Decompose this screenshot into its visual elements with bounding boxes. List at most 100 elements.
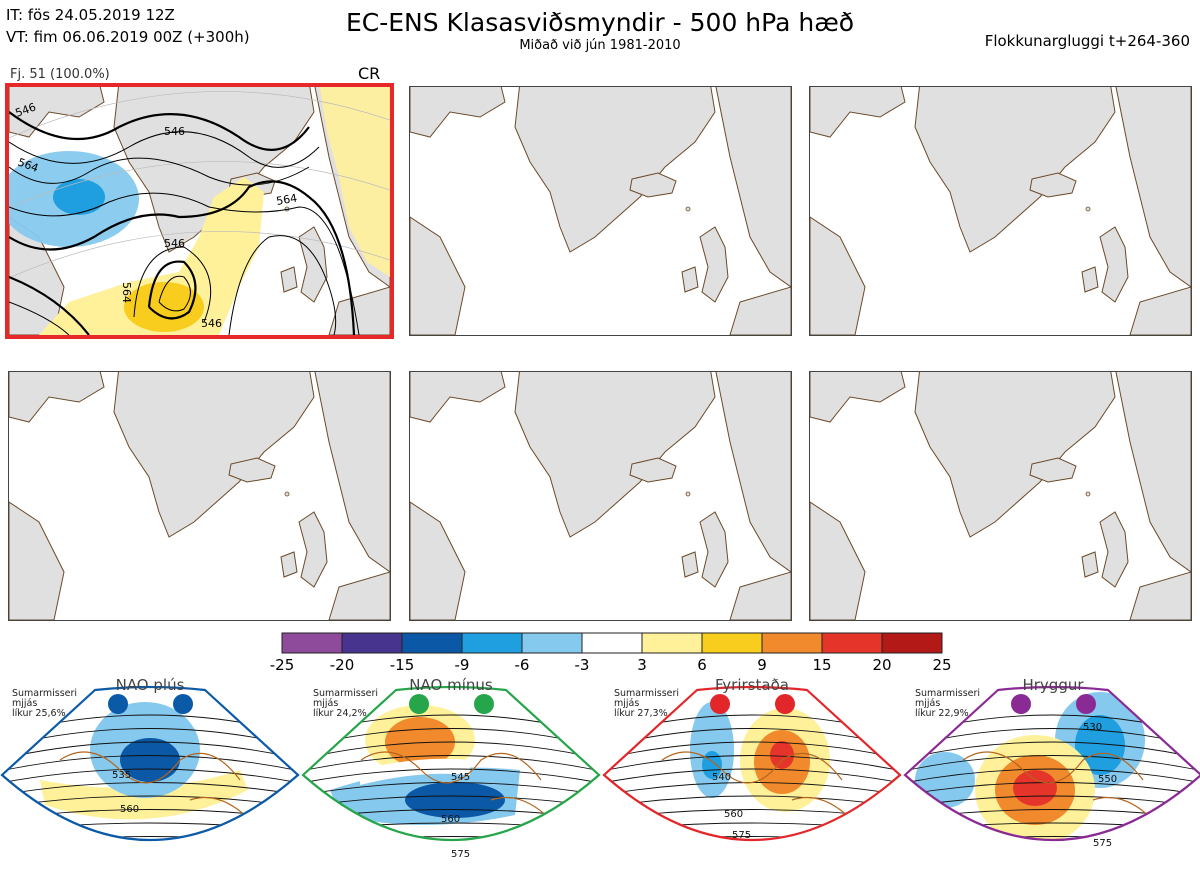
height-contour xyxy=(9,131,320,168)
regime-fan: 540 560 575 xyxy=(602,685,902,842)
europe-land xyxy=(729,571,791,620)
regime-contour xyxy=(905,768,1200,784)
faroe-land xyxy=(1085,491,1091,497)
regime-panel-2: 545 560 575 NAO mínus Sumarmisseri mjjás líkur… xyxy=(301,676,601,871)
colorbar-tick-label: 3 xyxy=(637,656,647,674)
canada-land xyxy=(410,372,506,423)
regime-marker xyxy=(173,694,193,714)
anomaly-shade xyxy=(385,717,455,767)
height-contour-major xyxy=(9,111,310,151)
map-canvas xyxy=(9,372,390,620)
regime-contour-label: 535 xyxy=(112,770,131,781)
contour-label: 546 xyxy=(201,317,222,330)
ireland-land xyxy=(681,266,699,293)
europe-land xyxy=(1129,286,1191,335)
height-contour xyxy=(9,301,70,335)
coastline xyxy=(59,751,241,784)
regime-contour-label: 545 xyxy=(451,772,470,783)
ireland-land xyxy=(280,551,298,578)
graticule-line xyxy=(9,231,390,279)
scandinavia-land xyxy=(715,87,791,288)
regime-contour xyxy=(303,836,599,840)
europe-land xyxy=(729,286,791,335)
canada-land xyxy=(9,372,105,423)
contour-label: 546 xyxy=(164,237,185,250)
colorbar-tick-label: 6 xyxy=(697,656,707,674)
cluster-window: Flokkunargluggi t+264-360 xyxy=(984,32,1190,50)
regime-probability-note: Sumarmisseri mjjás líkur 22,9% xyxy=(915,689,980,719)
greenland-land xyxy=(514,87,716,253)
canada-land xyxy=(9,87,105,138)
britain-land xyxy=(1099,226,1129,303)
colorbar-tick-label: -9 xyxy=(454,656,470,674)
faroe-land xyxy=(1085,206,1091,212)
panel-regime-tag: CR xyxy=(358,64,381,83)
regime-contour xyxy=(303,768,599,784)
negative-anomaly-core xyxy=(53,179,105,215)
regime-contour-label: 530 xyxy=(1083,722,1102,733)
graticule-line xyxy=(9,161,390,209)
regime-contour xyxy=(604,836,900,840)
ireland-land xyxy=(681,551,699,578)
europe-land xyxy=(328,571,390,620)
positive-anomaly xyxy=(39,177,264,335)
colorbar-box xyxy=(341,632,403,654)
regime-contour xyxy=(2,768,298,784)
ireland-land xyxy=(1081,266,1099,293)
fan-border xyxy=(301,685,601,842)
coastline xyxy=(360,751,542,784)
scandinavia-land xyxy=(1115,87,1191,288)
colorbar-box xyxy=(581,632,643,654)
regime-note-line: mjjás xyxy=(313,698,339,709)
regime-contour-label: 575 xyxy=(451,849,470,860)
regime-contour xyxy=(2,755,298,772)
regime-marker xyxy=(108,694,128,714)
colorbar-box xyxy=(821,632,883,654)
europe-land xyxy=(328,286,390,335)
anomaly-shade xyxy=(1013,851,1043,863)
canada-land xyxy=(810,372,906,423)
map-canvas xyxy=(810,87,1191,335)
greenland-land xyxy=(914,87,1116,253)
colorbar-tick-label: 15 xyxy=(812,656,832,674)
cluster-map-panel-1: 546 564 546 564 546 564 546 xyxy=(5,83,394,339)
regime-contour-label: 560 xyxy=(441,814,460,825)
anomaly-shade xyxy=(360,758,470,785)
page-title: EC-ENS Klasasviðsmyndir - 500 hPa hæð xyxy=(345,8,855,37)
regime-note-line: mjjás xyxy=(12,698,38,709)
canada-land xyxy=(810,87,906,138)
colorbar-box xyxy=(761,632,823,654)
colorbar-tick-label: -20 xyxy=(329,656,355,674)
regime-note-line: mjjás xyxy=(614,698,640,709)
labrador-land xyxy=(410,216,466,335)
fan-border xyxy=(602,685,902,842)
panel-cluster-label: Fj. 51 (100.0%) xyxy=(10,67,110,82)
regime-name: NAO plús xyxy=(115,676,185,694)
coastline xyxy=(962,751,1144,784)
colorbar-box xyxy=(701,632,763,654)
regime-probability-note: Sumarmisseri mjjás líkur 24,2% xyxy=(313,689,378,719)
europe-land xyxy=(1129,571,1191,620)
regime-panel-4: 530 550 575 Hryggur Sumarmisseri mjjás líkur 2… xyxy=(903,676,1200,871)
colorbar-tick-label: 9 xyxy=(757,656,767,674)
height-contour xyxy=(133,246,212,323)
regime-contour xyxy=(604,809,900,820)
regime-contour xyxy=(604,795,900,808)
iceland-land xyxy=(228,457,276,483)
ireland-land xyxy=(1081,551,1099,578)
regime-marker xyxy=(409,694,429,714)
regime-name: Hryggur xyxy=(1022,676,1084,694)
regime-probability-note: Sumarmisseri mjjás líkur 25,6% xyxy=(12,689,77,719)
height-contour xyxy=(228,235,337,335)
ireland-land xyxy=(280,266,298,293)
regime-marker xyxy=(775,694,795,714)
regime-note-line: líkur 25,6% xyxy=(12,708,66,719)
anomaly-shade xyxy=(405,782,505,818)
greenland-land xyxy=(514,372,716,538)
iceland-land xyxy=(629,457,677,483)
britain-land xyxy=(699,511,729,588)
header-left: IT: fös 24.05.2019 12Z VT: fim 06.06.201… xyxy=(6,4,250,48)
contour-label: 546 xyxy=(164,125,185,138)
greenland-land xyxy=(113,372,315,538)
